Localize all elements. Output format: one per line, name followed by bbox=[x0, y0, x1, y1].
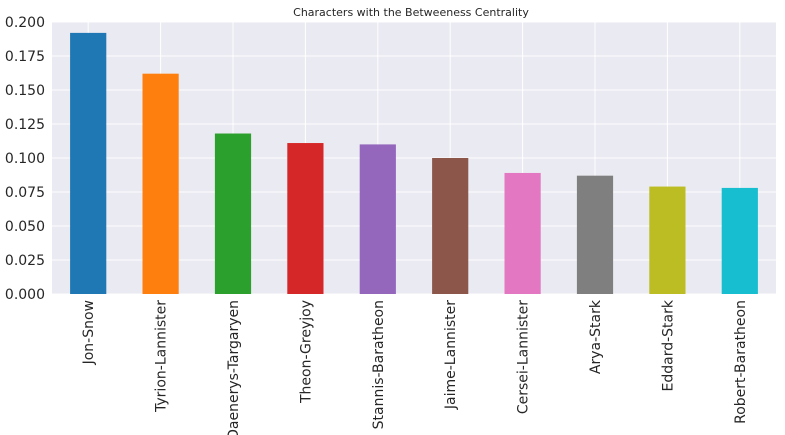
bar-cersei-lannister bbox=[504, 172, 541, 294]
y-tick-label: 0.175 bbox=[5, 49, 45, 65]
y-tick-label: 0.050 bbox=[5, 219, 45, 235]
x-tick-label: Theon-Greyjoy bbox=[298, 300, 314, 404]
y-tick-label: 0.150 bbox=[5, 83, 45, 99]
x-tick-label: Cersei-Lannister bbox=[516, 300, 532, 414]
bar-eddard-stark bbox=[649, 186, 686, 294]
bar-tyrion-lannister bbox=[142, 73, 179, 295]
bar-jon-snow bbox=[70, 32, 107, 294]
y-tick-label: 0.200 bbox=[5, 15, 45, 31]
bar-theon-greyjoy bbox=[287, 143, 324, 294]
x-tick-label: Daenerys-Targaryen bbox=[226, 300, 242, 435]
bar-stannis-baratheon bbox=[359, 144, 396, 294]
bar-jaime-lannister bbox=[432, 158, 469, 294]
bar-arya-stark bbox=[576, 175, 614, 294]
y-tick-label: 0.100 bbox=[5, 151, 45, 167]
x-tick-label: Stannis-Baratheon bbox=[371, 300, 387, 429]
chart-title: Characters with the Betweeness Centralit… bbox=[293, 6, 529, 19]
bar-daenerys-targaryen bbox=[214, 133, 252, 294]
bar-robert-baratheon bbox=[721, 187, 758, 294]
x-tick-label: Arya-Stark bbox=[588, 299, 604, 374]
y-tick-label: 0.125 bbox=[5, 117, 45, 133]
x-tick-label: Jon-Snow bbox=[81, 300, 97, 365]
y-tick-label: 0.000 bbox=[5, 287, 45, 303]
x-tick-label: Robert-Baratheon bbox=[733, 300, 749, 424]
x-tick-label: Eddard-Stark bbox=[660, 299, 676, 391]
x-tick-label: Tyrion-Lannister bbox=[154, 300, 170, 413]
y-tick-label: 0.025 bbox=[5, 253, 45, 269]
x-tick-label: Jaime-Lannister bbox=[443, 300, 459, 410]
y-tick-label: 0.075 bbox=[5, 185, 45, 201]
